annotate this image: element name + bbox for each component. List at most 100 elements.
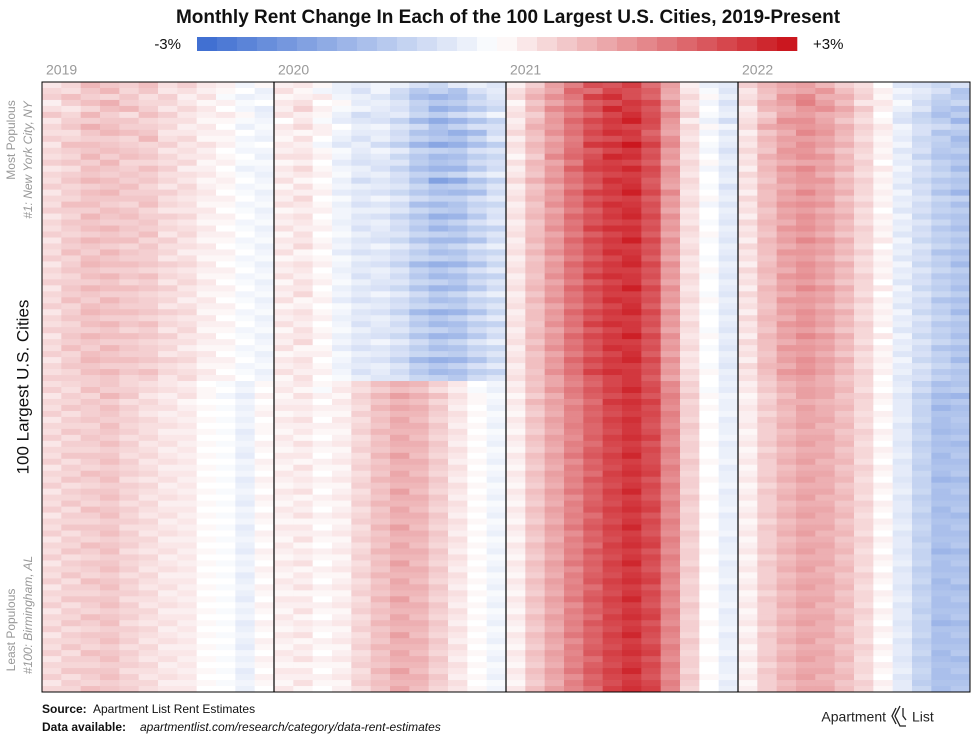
heatmap-cell [351,638,372,645]
heatmap-cell [699,650,720,657]
heatmap-cell [467,387,488,394]
heatmap-cell [119,189,140,197]
heatmap-cell [680,398,700,406]
heatmap-cell [815,440,836,448]
heatmap-cell [815,632,836,639]
heatmap-cell [409,309,430,316]
heatmap-cell [718,147,739,155]
heatmap-cell [718,387,739,394]
heatmap-cell [467,363,488,370]
heatmap-cell [525,548,546,555]
heatmap-cell [699,165,720,173]
heatmap-cell [660,572,681,579]
heatmap-cell [486,213,507,220]
heatmap-cell [564,357,584,364]
heatmap-cell [912,171,932,179]
heatmap-cell [950,303,971,310]
heatmap-cell [776,261,797,268]
heatmap-cell [448,219,468,226]
heatmap-cell [235,225,256,232]
heatmap-cell [602,381,623,388]
heatmap-cell [448,554,468,561]
heatmap-cell [312,632,333,639]
heatmap-cell [738,129,758,137]
heatmap-cell [486,488,507,496]
heatmap-cell [235,476,256,484]
heatmap-cell [718,363,739,370]
heatmap-cell [235,165,256,173]
heatmap-cell [680,195,700,203]
heatmap-cell [80,219,101,226]
heatmap-cell [158,225,178,232]
heatmap-cell [196,464,217,472]
heatmap-cell [641,662,662,669]
heatmap-cell [428,452,449,460]
heatmap-cell [177,279,198,286]
heatmap-cell [912,548,932,555]
heatmap-cell [931,141,952,149]
heatmap-cell [467,261,488,268]
heatmap-cell [370,626,391,633]
heatmap-cell [834,410,855,418]
heatmap-cell [80,231,101,238]
heatmap-cell [660,686,681,693]
heatmap-cell [138,135,159,143]
heatmap-cell [854,452,874,460]
heatmap-cell [815,351,836,358]
heatmap-cell [467,82,488,89]
heatmap-cell [834,446,855,454]
heatmap-cell [293,315,314,322]
heatmap-cell [486,626,507,633]
heatmap-cell [718,596,739,603]
heatmap-cell [873,315,894,322]
heatmap-cell [119,213,140,220]
heatmap-cell [834,117,855,125]
heatmap-cell [235,261,256,268]
heatmap-cell [757,363,778,370]
heatmap-cell [177,452,198,460]
heatmap-cell [409,494,430,502]
heatmap-cell [177,195,198,203]
heatmap-cell [776,297,797,304]
heatmap-cell [448,680,468,687]
heatmap-cell [873,404,894,412]
heatmap-cell [216,207,236,214]
heatmap-cell [660,596,681,603]
heatmap-cell [467,560,488,567]
heatmap-cell [196,279,217,286]
heatmap-cell [544,464,565,472]
heatmap-cell [293,285,314,292]
heatmap-cell [486,560,507,567]
heatmap-cell [834,225,855,232]
heatmap-cell [100,416,120,424]
heatmap-cell [950,129,971,137]
heatmap-cell [506,608,526,615]
heatmap-cell [776,165,797,173]
heatmap-cell [834,93,855,101]
heatmap-cell [622,87,642,95]
heatmap-cell [196,255,217,262]
heatmap-cell [216,506,236,513]
heatmap-cell [42,656,62,663]
heatmap-cell [815,141,836,149]
heatmap-cell [61,434,82,442]
heatmap-cell [486,99,507,107]
heatmap-cell [525,141,546,149]
heatmap-cell [312,225,333,232]
heatmap-cell [834,602,855,609]
heatmap-cell [196,506,217,513]
heatmap-cell [332,237,352,244]
heatmap-cell [738,273,758,280]
heatmap-cell [100,357,120,364]
heatmap-cell [892,291,913,298]
heatmap-cell [312,321,333,328]
heatmap-cell [680,392,700,400]
heatmap-cell [370,279,391,286]
heatmap-cell [796,195,816,203]
heatmap-cell [834,351,855,358]
heatmap-cell [486,165,507,173]
heatmap-cell [757,614,778,621]
heatmap-cell [892,177,913,185]
heatmap-cell [718,123,739,131]
heatmap-cell [351,530,372,537]
